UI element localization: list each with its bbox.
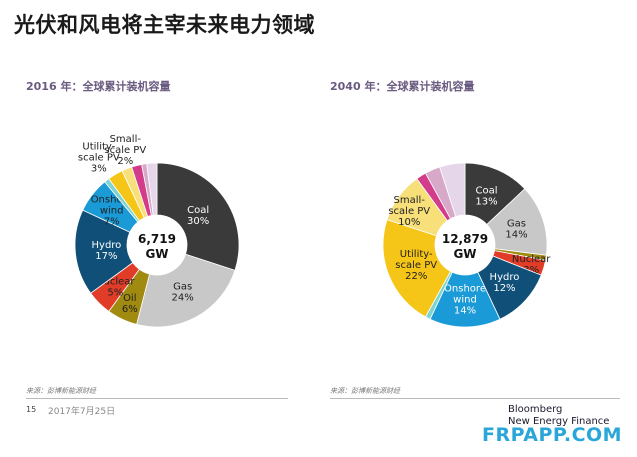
brand-line-2: New Energy Finance (508, 416, 610, 427)
brand-logo: Bloomberg New Energy Finance (508, 404, 609, 428)
watermark: FRPAPP.COM (482, 424, 623, 446)
center-total-value: 12,879 (442, 232, 488, 246)
slice-label-utility-scale-pv: Utility-scale PV 3% (78, 141, 120, 174)
slice-label-hydro: Hydro 17% (91, 240, 121, 262)
slice-label-coal: Coal 30% (187, 205, 209, 227)
date-stamp: 2017年7月25日 (48, 407, 116, 417)
brand-line-1: Bloomberg (508, 404, 563, 415)
slice-label-utility-scale-pv: Utility-scale PV 22% (395, 249, 437, 282)
slice-label-gas: Gas 14% (505, 218, 527, 240)
slice-label-onshore-wind: Onshore wind 7% (91, 194, 133, 227)
divider-left (26, 398, 288, 399)
slice-label-gas: Gas 24% (172, 282, 194, 304)
slice-label-oil: Oil 6% (122, 293, 138, 315)
center-total-value: 6,719 (138, 232, 176, 246)
slice-label-small-scale-pv: Small-scale PV 10% (388, 195, 430, 228)
divider-right (330, 398, 620, 399)
pie-chart-2016: Coal 30% Gas 24% Oil 6%Nuclear 5% Hydro 17% Onsho… (74, 134, 240, 328)
slice-label-hydro: Hydro 12% (490, 272, 520, 294)
donut-hole (127, 215, 187, 275)
slice-label-nuclear: Nuclear 3% (512, 254, 551, 276)
chart-title-2040: 2040 年：全球累计装机容量 (330, 80, 475, 93)
chart-title-2016: 2016 年：全球累计装机容量 (26, 80, 171, 93)
center-total-unit: GW (145, 247, 168, 261)
slice-label-coal: Coal 13% (475, 185, 497, 207)
slice-label-onshore-wind: Onshore wind 14% (444, 284, 486, 317)
source-note-left: 来源：彭博新能源财经 (26, 387, 96, 395)
donut-hole (435, 215, 495, 275)
source-note-right: 来源：彭博新能源财经 (330, 387, 400, 395)
center-total-unit: GW (453, 247, 476, 261)
page-number: 15 (26, 405, 37, 414)
slice-label-nuclear: Nuclear 5% (96, 277, 135, 299)
pie-chart-2040: Coal 13% Gas 14% Nuclear 3%Hydro 12%Onshore win… (382, 162, 551, 328)
slice-label-small-scale-pv: Small-scale PV 2% (104, 134, 146, 167)
page-title: 光伏和风电将主宰未来电力领域 (14, 13, 315, 37)
